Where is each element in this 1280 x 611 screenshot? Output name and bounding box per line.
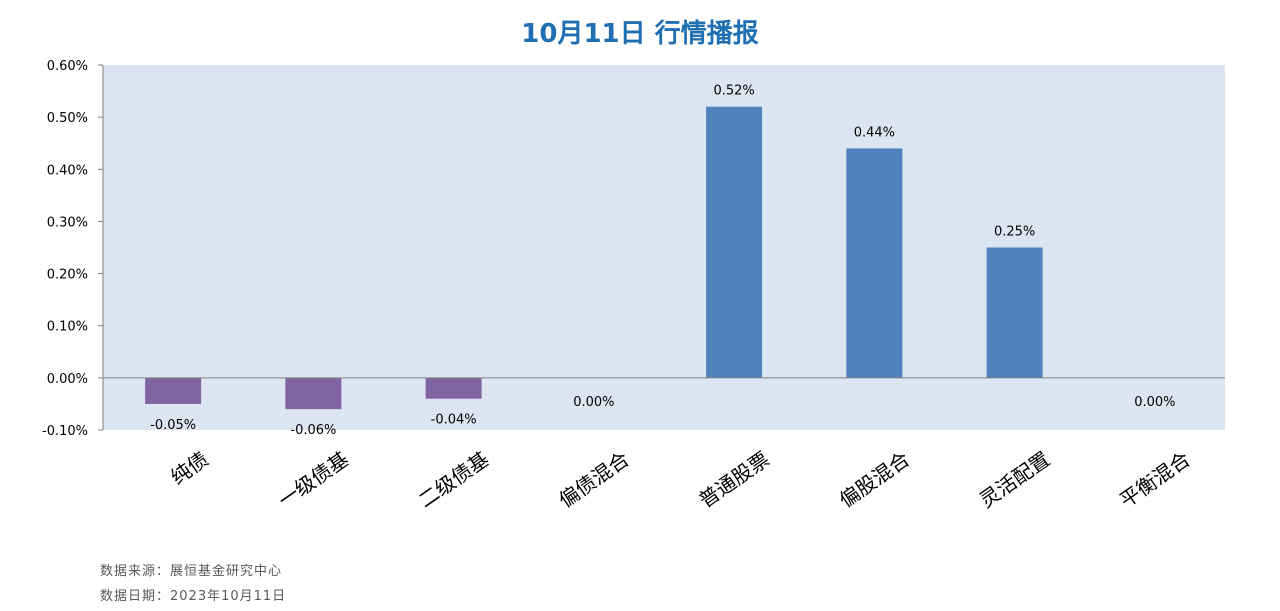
y-tick-label: 0.00%	[47, 372, 88, 387]
bar	[706, 106, 763, 378]
x-tick-label: 平衡混合	[1115, 447, 1194, 513]
y-tick-label: 0.20%	[47, 268, 88, 283]
x-tick-label: 二级债基	[414, 447, 493, 513]
data-label: 0.44%	[854, 125, 895, 140]
y-tick-label: 0.40%	[47, 163, 88, 178]
plot-area	[103, 65, 1225, 430]
y-tick-label: 0.30%	[47, 215, 88, 230]
bar	[986, 247, 1043, 378]
y-tick-label: 0.10%	[47, 320, 88, 335]
data-label: 0.25%	[994, 225, 1035, 240]
x-tick-label: 灵活配置	[975, 447, 1054, 513]
bar	[846, 148, 903, 378]
bar	[285, 377, 342, 410]
y-tick-label: -0.10%	[42, 424, 88, 439]
bar	[145, 377, 202, 404]
data-label: 0.52%	[713, 84, 754, 99]
y-tick-label: 0.50%	[47, 111, 88, 126]
x-tick-label: 一级债基	[274, 447, 353, 513]
data-label: -0.05%	[150, 418, 196, 433]
x-tick-label: 纯债	[166, 447, 213, 490]
x-tick-label: 偏股混合	[835, 447, 914, 513]
x-tick-label: 偏债混合	[554, 447, 633, 513]
data-source-note: 数据来源：展恒基金研究中心	[100, 564, 283, 579]
data-date-note: 数据日期：2023年10月11日	[100, 589, 287, 604]
data-label: 0.00%	[1134, 395, 1175, 410]
chart-title: 10月11日 行情播报	[521, 18, 758, 49]
data-label: 0.00%	[573, 395, 614, 410]
bar	[425, 377, 482, 399]
y-tick-label: 0.60%	[47, 59, 88, 74]
x-tick-label: 普通股票	[694, 447, 773, 513]
data-label: -0.06%	[290, 423, 336, 438]
data-label: -0.04%	[431, 413, 477, 428]
